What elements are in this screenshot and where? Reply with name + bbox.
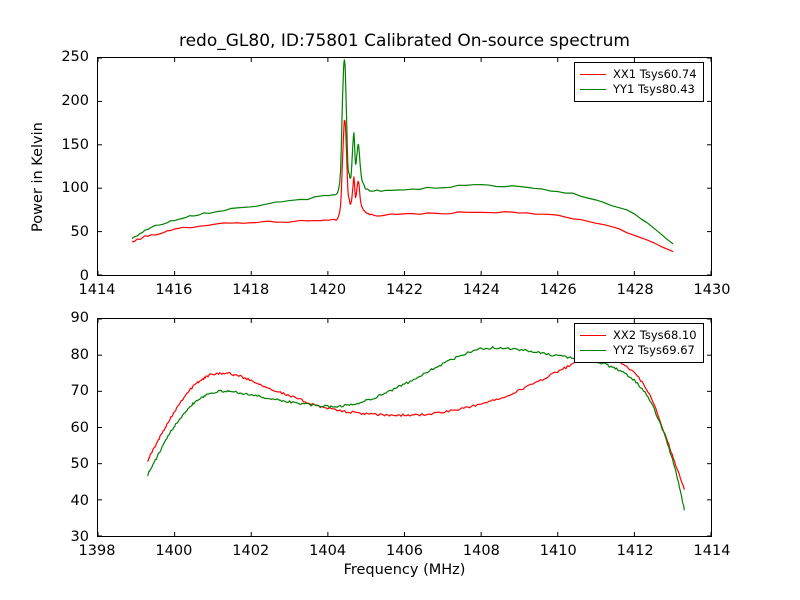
top-plot-legend: XX1 Tsys60.74 YY1 Tsys80.43 [574,62,704,102]
bottom-plot-legend: XX2 Tsys68.10 YY2 Tsys69.67 [574,323,704,363]
x-tick-label: 1426 [539,282,577,298]
x-tick-label: 1422 [386,282,423,298]
legend-label-xx2: XX2 Tsys68.10 [613,328,697,342]
x-tick-label: 1412 [616,543,654,559]
y-tick-label: 50 [70,224,89,241]
y-tick-label: 80 [70,346,89,363]
legend-entry: YY2 Tsys69.67 [580,343,697,358]
y-tick-label: 150 [61,136,89,153]
y-tick-label: 0 [79,268,89,284]
x-tick-label: 1406 [386,543,423,559]
y-tick-label: 40 [70,492,89,509]
legend-label-yy2: YY2 Tsys69.67 [613,343,695,357]
x-tick-label: 1402 [232,543,270,559]
x-tick-label: 1414 [693,543,731,559]
x-tick-label: 1410 [539,543,577,559]
legend-label-xx1: XX1 Tsys60.74 [613,67,697,81]
legend-entry: XX1 Tsys60.74 [580,67,697,82]
legend-swatch-yy2 [580,350,606,351]
legend-swatch-xx1 [580,74,606,75]
x-tick-label: 1418 [232,282,270,298]
series-line [148,357,684,490]
top-plot-lines [98,58,711,275]
legend-label-yy1: YY1 Tsys80.43 [613,82,695,96]
x-tick-label: 1398 [78,543,116,559]
x-tick-label: 1430 [693,282,731,298]
y-tick-label: 200 [61,92,89,109]
x-tick-label: 1404 [309,543,347,559]
bottom-plot-x-axis-label: Frequency (MHz) [343,562,466,578]
y-tick-label: 90 [70,310,89,326]
y-tick-label: 70 [70,383,89,399]
x-tick-label: 1408 [462,543,500,559]
legend-swatch-yy1 [580,89,606,90]
series-line [148,347,684,510]
x-tick-label: 1420 [309,282,347,298]
x-tick-label: 1424 [462,282,500,298]
legend-entry: YY1 Tsys80.43 [580,82,697,97]
x-tick-label: 1416 [155,282,193,298]
legend-swatch-xx2 [580,335,606,336]
figure-title: redo_GL80, ID:75801 Calibrated On-source… [178,31,630,51]
y-tick-label: 100 [61,180,89,197]
y-tick-label: 30 [70,529,89,545]
x-tick-label: 1428 [616,282,654,298]
x-tick-label: 1400 [155,543,193,559]
series-line [132,60,672,244]
y-tick-label: 250 [61,49,89,65]
legend-entry: XX2 Tsys68.10 [580,328,697,343]
x-tick-label: 1414 [78,282,116,298]
series-line [132,120,672,251]
y-tick-label: 60 [70,419,89,436]
y-tick-label: 50 [70,456,89,472]
